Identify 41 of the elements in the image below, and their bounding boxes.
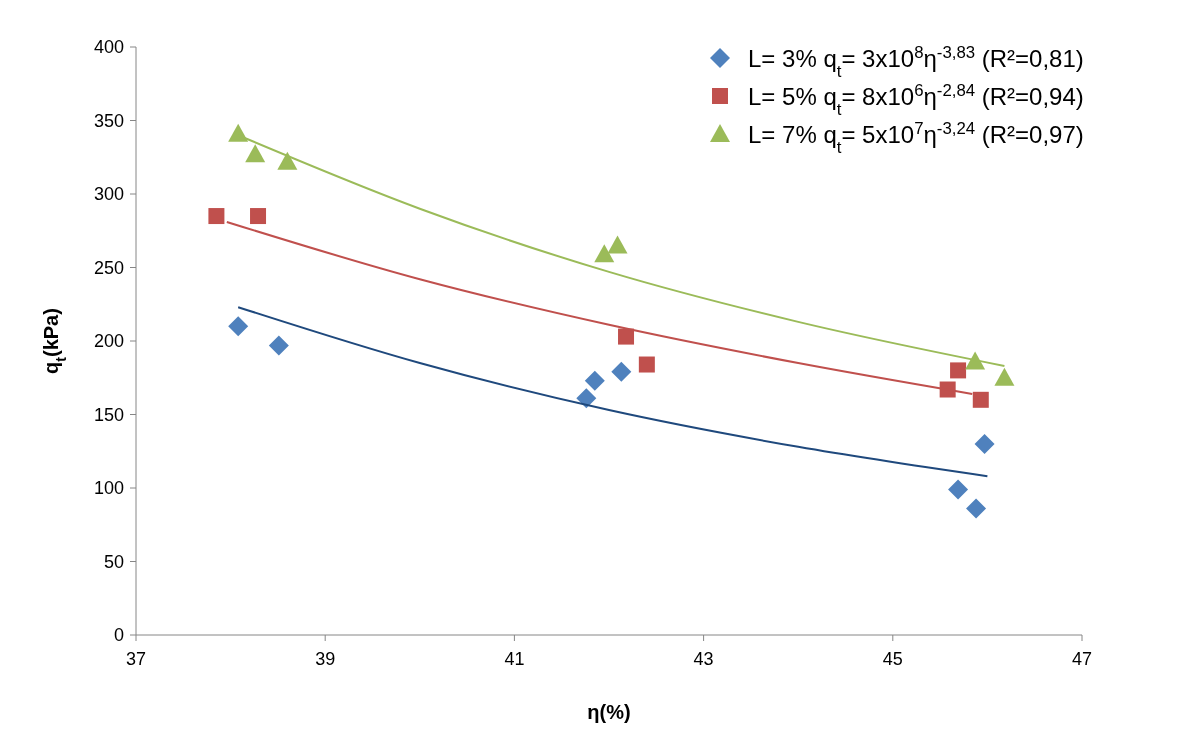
point [228,316,249,337]
point [948,479,969,500]
y-tick-label: 0 [113,625,124,645]
legend-label: L= 7% q$_{t}$= 5x10$^{7}$η$^{-3,24}$ (R²=0,97) [748,118,1084,157]
point [576,388,597,409]
point [966,498,987,519]
point [584,370,605,391]
y-tick-label: 300 [93,184,124,204]
x-tick-label: 43 [693,649,714,669]
x-tick-label: 39 [315,649,336,669]
point [250,208,267,225]
legend-label: L= 5% q$_{t}$= 8x10$^{6}$η$^{-2,84}$ (R²=0,94) [748,80,1084,119]
point [607,235,628,254]
x-tick-label: 45 [882,649,903,669]
y-tick-label: 100 [93,478,124,498]
point [245,144,266,163]
y-tick-label: 200 [93,331,124,351]
y-tick-label: 250 [93,257,124,278]
x-tick-label: 41 [504,649,525,669]
y-tick-label: 150 [93,404,124,425]
point [618,328,635,345]
point [228,123,249,142]
point [972,391,989,408]
point [994,367,1015,386]
y-tick-label: 50 [103,551,124,572]
point [974,433,995,454]
y-tick-label: 350 [93,110,124,131]
point [950,362,967,379]
point [611,361,632,382]
x-axis-title: η(%) [587,701,631,723]
y-tick-label: 400 [93,37,124,57]
point [638,356,655,373]
point [208,208,225,225]
point [277,151,298,170]
point [594,244,615,263]
point [268,335,289,356]
x-tick-label: 37 [125,649,147,669]
legend-label: L= 3% q$_{t}$= 3x10$^{8}$η$^{-3,83}$ (R²=0,81) [748,42,1084,81]
line-series [237,306,989,478]
x-tick-label: 47 [1071,649,1093,669]
point [965,351,986,370]
